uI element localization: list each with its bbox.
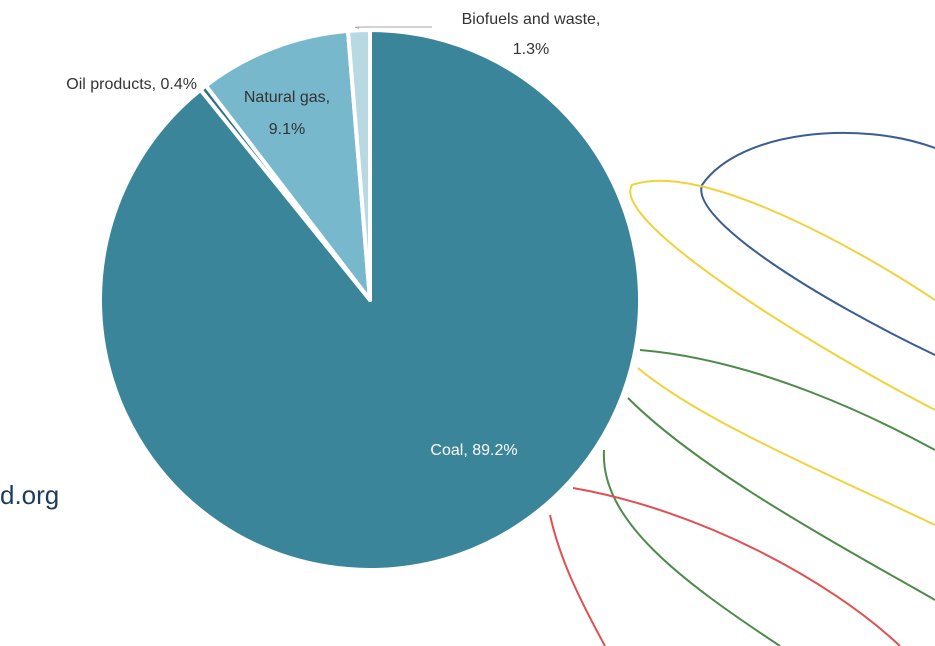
label-biofuels-value: 1.3% — [513, 41, 549, 58]
decor-curve-2 — [629, 179, 935, 411]
decorative-curves — [549, 131, 935, 646]
label-natural-gas-name: Natural gas, — [244, 89, 330, 106]
label-coal: Coal, 89.2% — [430, 442, 517, 459]
leader-biofuels — [354, 26, 432, 29]
leader-lines — [354, 26, 432, 29]
decor-curve-6 — [602, 449, 781, 646]
label-biofuels-name: Biofuels and waste, — [462, 11, 601, 28]
slice-natural-gas — [203, 28, 372, 302]
pie-slices — [98, 28, 642, 572]
label-natural-gas-value: 9.1% — [269, 121, 305, 138]
decor-curve-5 — [627, 397, 935, 601]
slice-biofuels-and-waste — [345, 28, 372, 302]
footer-url-text: d.org — [0, 480, 60, 510]
decor-curve-1 — [700, 131, 935, 356]
data-labels: Coal, 89.2% Oil products, 0.4% Natural gas… — [66, 11, 600, 459]
decor-curve-3 — [637, 367, 935, 526]
label-oil-products: Oil products, 0.4% — [66, 76, 197, 93]
decor-curve-4 — [639, 349, 935, 451]
decor-curve-7 — [572, 487, 901, 646]
decor-curve-8 — [549, 514, 606, 646]
